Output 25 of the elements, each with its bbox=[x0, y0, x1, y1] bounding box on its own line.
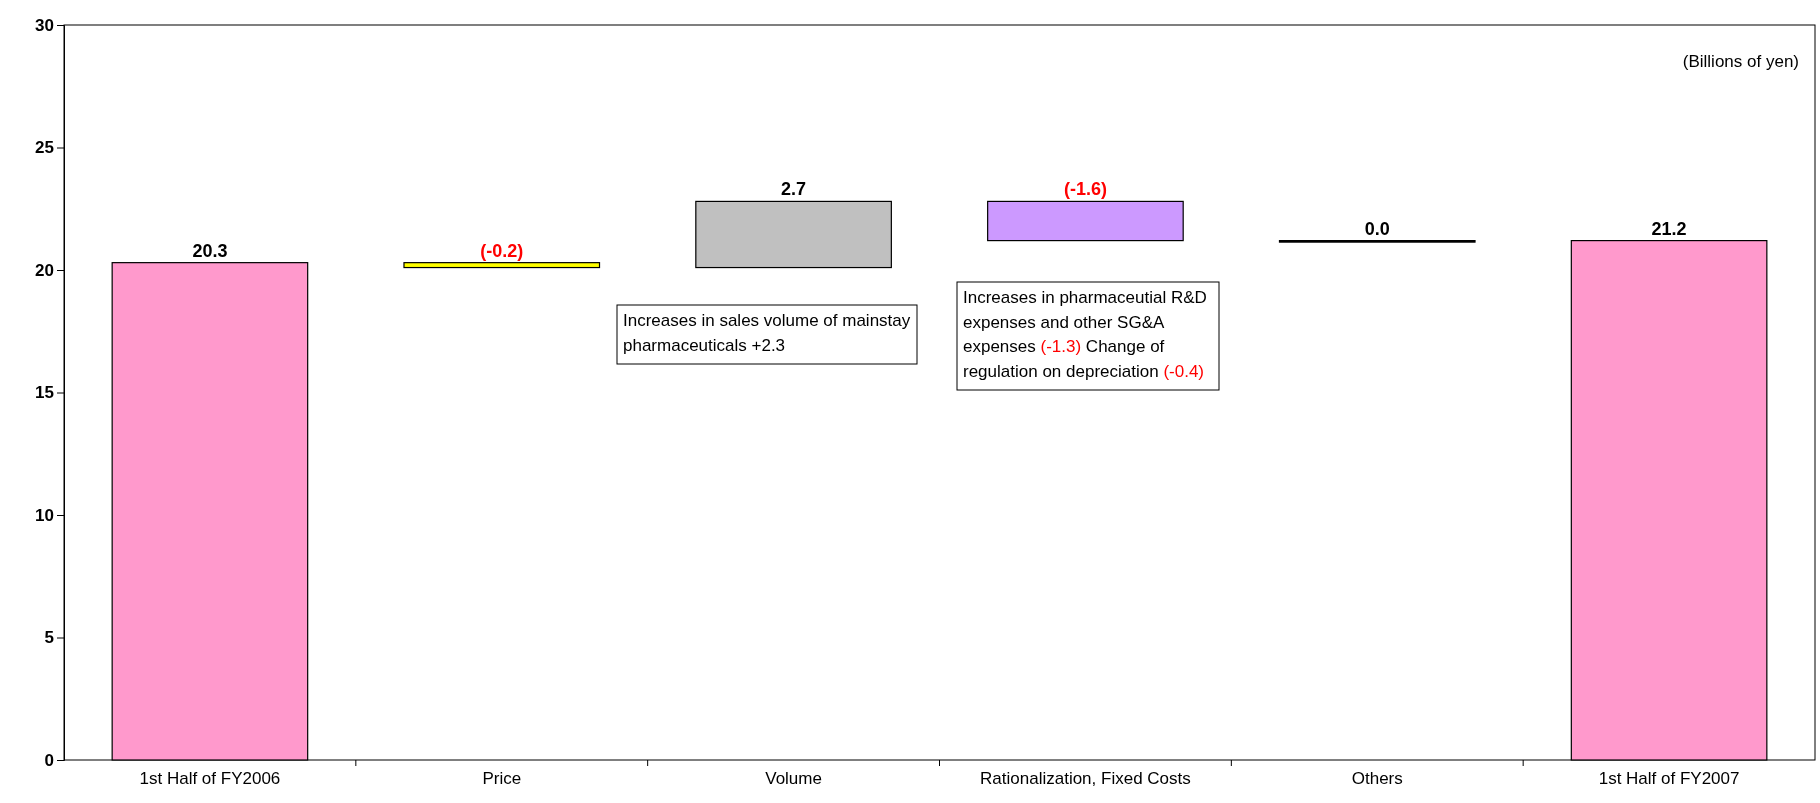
data-label: (-0.2) bbox=[480, 240, 524, 261]
data-label: 21.2 bbox=[1651, 218, 1687, 239]
data-label: 20.3 bbox=[192, 240, 228, 261]
x-tick-label: 1st Half of FY2007 bbox=[1598, 769, 1740, 789]
bar bbox=[987, 200, 1184, 242]
y-tick-label: 15 bbox=[35, 383, 54, 403]
y-tick-label: 20 bbox=[35, 260, 54, 280]
data-label: 2.7 bbox=[781, 179, 807, 200]
x-tick-label: Price bbox=[482, 769, 522, 789]
text: Increases in pharmaceutial R&D expenses and other SG&A expenses (-1.3) Change of regulation on depreciation (-0.4) bbox=[963, 288, 1207, 381]
x-tick-label: Rationalization, Fixed Costs bbox=[980, 769, 1191, 789]
x-tick-label: 1st Half of FY2006 bbox=[139, 769, 281, 789]
y-tick-label: 25 bbox=[35, 138, 54, 158]
x-tick-label: Volume bbox=[765, 769, 822, 789]
data-label: 0.0 bbox=[1364, 218, 1390, 239]
bar bbox=[403, 262, 601, 269]
y-tick-label: 30 bbox=[35, 15, 54, 35]
data-label: (-1.6) bbox=[1063, 179, 1107, 200]
y-tick-label: 10 bbox=[35, 505, 54, 525]
y-tick-label: 0 bbox=[44, 750, 54, 770]
x-tick-label: Others bbox=[1351, 769, 1403, 789]
text: Increases in sales volume of mainstay pharmaceuticals +2.3 bbox=[623, 311, 911, 355]
bar bbox=[695, 200, 892, 269]
y-tick-label: 5 bbox=[44, 628, 54, 648]
annotation: (Billions of yen) bbox=[1682, 52, 1799, 71]
